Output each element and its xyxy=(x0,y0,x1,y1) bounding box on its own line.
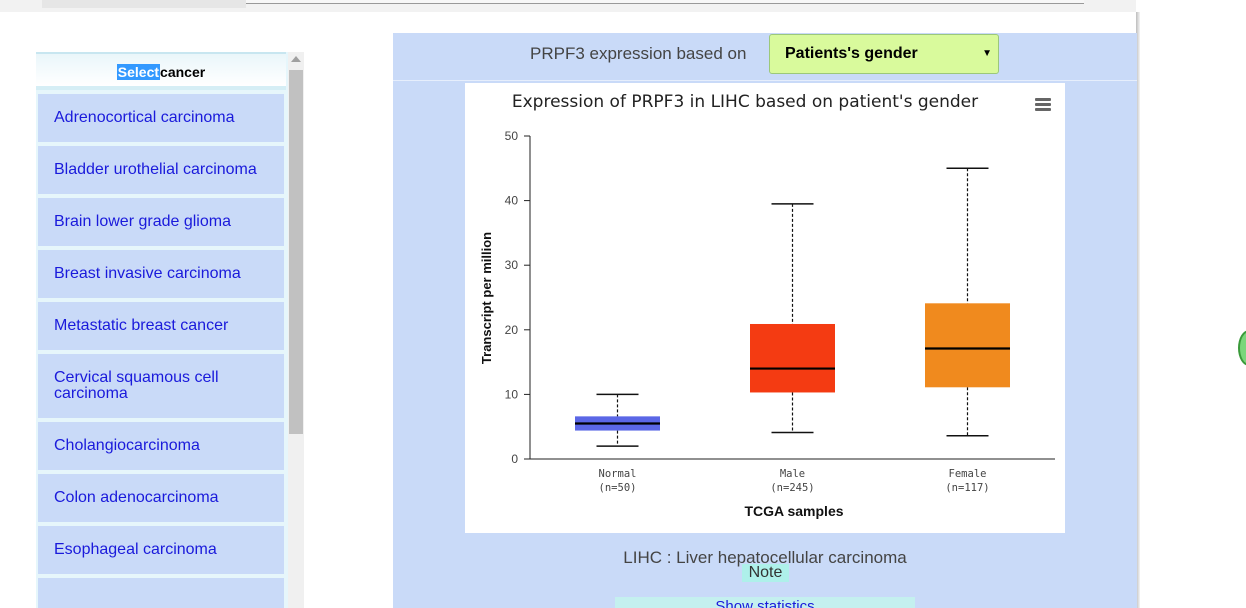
chart-menu-icon[interactable] xyxy=(1035,98,1051,112)
x-tick-label-normal: Normal xyxy=(599,468,637,480)
cancer-item-label: Metastatic breast cancer xyxy=(54,317,229,334)
note-button[interactable]: Note xyxy=(742,564,789,582)
top-strip-tab xyxy=(42,0,246,8)
x-tick-label-female: Female xyxy=(949,468,987,480)
scroll-up-icon[interactable] xyxy=(291,56,301,62)
cancer-caption: LIHC : Liver hepatocellular carcinoma xyxy=(623,548,907,567)
cancer-item-cervical[interactable]: Cervical squamous cell carcinoma xyxy=(38,354,284,418)
expression-label: PRPF3 expression based on xyxy=(530,44,747,63)
cancer-item-breast[interactable]: Breast invasive carcinoma xyxy=(38,250,284,298)
cancer-item-esophageal[interactable]: Esophageal carcinoma xyxy=(38,526,284,574)
cancer-item-label: Cholangiocarcinoma xyxy=(54,437,200,454)
cancer-list: Adrenocortical carcinoma Bladder urothel… xyxy=(36,92,286,608)
cancer-item-label: Esophageal carcinoma xyxy=(54,541,217,558)
cancer-item-bladder[interactable]: Bladder urothelial carcinoma xyxy=(38,146,284,194)
cancer-item-label: Bladder urothelial carcinoma xyxy=(54,161,257,178)
page-right-shadow xyxy=(1136,12,1140,608)
x-tick-count-male: (n=245) xyxy=(770,482,814,494)
x-tick-label-male: Male xyxy=(780,468,805,480)
cancer-item-label: Cervical squamous cell carcinoma xyxy=(54,369,219,402)
browser-top-strip xyxy=(0,0,1136,12)
y-tick-label: 10 xyxy=(505,387,519,401)
cancer-item-label: Brain lower grade glioma xyxy=(54,213,231,230)
cancer-item-label: Breast invasive carcinoma xyxy=(54,265,241,282)
cancer-item-colon[interactable]: Colon adenocarcinoma xyxy=(38,474,284,522)
grouping-select[interactable]: Patients's gender ▼ xyxy=(769,34,999,74)
y-tick-label: 0 xyxy=(511,452,518,466)
box-male xyxy=(750,323,835,393)
show-statistics-button[interactable]: Show statistics xyxy=(615,597,915,608)
panel-header: PRPF3 expression based on Patients's gen… xyxy=(393,33,1137,81)
dropdown-caret-icon: ▼ xyxy=(982,48,992,59)
sidebar-header: Selectcancer xyxy=(36,52,286,90)
cancer-item-label: Adrenocortical carcinoma xyxy=(54,109,235,126)
cancer-item-label: Colon adenocarcinoma xyxy=(54,489,219,506)
edge-widget-icon[interactable] xyxy=(1238,330,1246,366)
cancer-item-metastatic-breast[interactable]: Metastatic breast cancer xyxy=(38,302,284,350)
y-tick-label: 20 xyxy=(505,323,519,337)
boxplot-chart: Expression of PRPF3 in LIHC based on pat… xyxy=(465,83,1065,533)
grouping-select-value: Patients's gender xyxy=(785,45,918,62)
cancer-item-cholangio[interactable]: Cholangiocarcinoma xyxy=(38,422,284,470)
x-tick-count-female: (n=117) xyxy=(945,482,989,494)
expression-panel: PRPF3 expression based on Patients's gen… xyxy=(393,33,1137,608)
y-tick-label: 40 xyxy=(505,194,519,208)
top-strip-divider xyxy=(246,0,1084,4)
cancer-item-next[interactable] xyxy=(38,578,284,608)
boxplot-svg: Expression of PRPF3 in LIHC based on pat… xyxy=(479,92,1055,519)
sidebar-header-rest: cancer xyxy=(160,64,206,80)
cancer-sidebar: Selectcancer Adrenocortical carcinoma Bl… xyxy=(36,52,304,608)
chart-title: Expression of PRPF3 in LIHC based on pat… xyxy=(512,92,978,112)
sidebar-header-select: Select xyxy=(116,64,161,80)
box-female xyxy=(925,303,1010,388)
cancer-item-brain[interactable]: Brain lower grade glioma xyxy=(38,198,284,246)
x-axis-label: TCGA samples xyxy=(744,503,843,519)
y-tick-label: 30 xyxy=(505,258,519,272)
y-tick-label: 50 xyxy=(505,129,519,143)
y-axis-label: Transcript per million xyxy=(479,232,494,364)
x-tick-count-normal: (n=50) xyxy=(599,482,637,494)
scrollbar-thumb[interactable] xyxy=(289,70,303,434)
cancer-item-adrenocortical[interactable]: Adrenocortical carcinoma xyxy=(38,94,284,142)
sidebar-scrollbar[interactable] xyxy=(288,52,304,608)
